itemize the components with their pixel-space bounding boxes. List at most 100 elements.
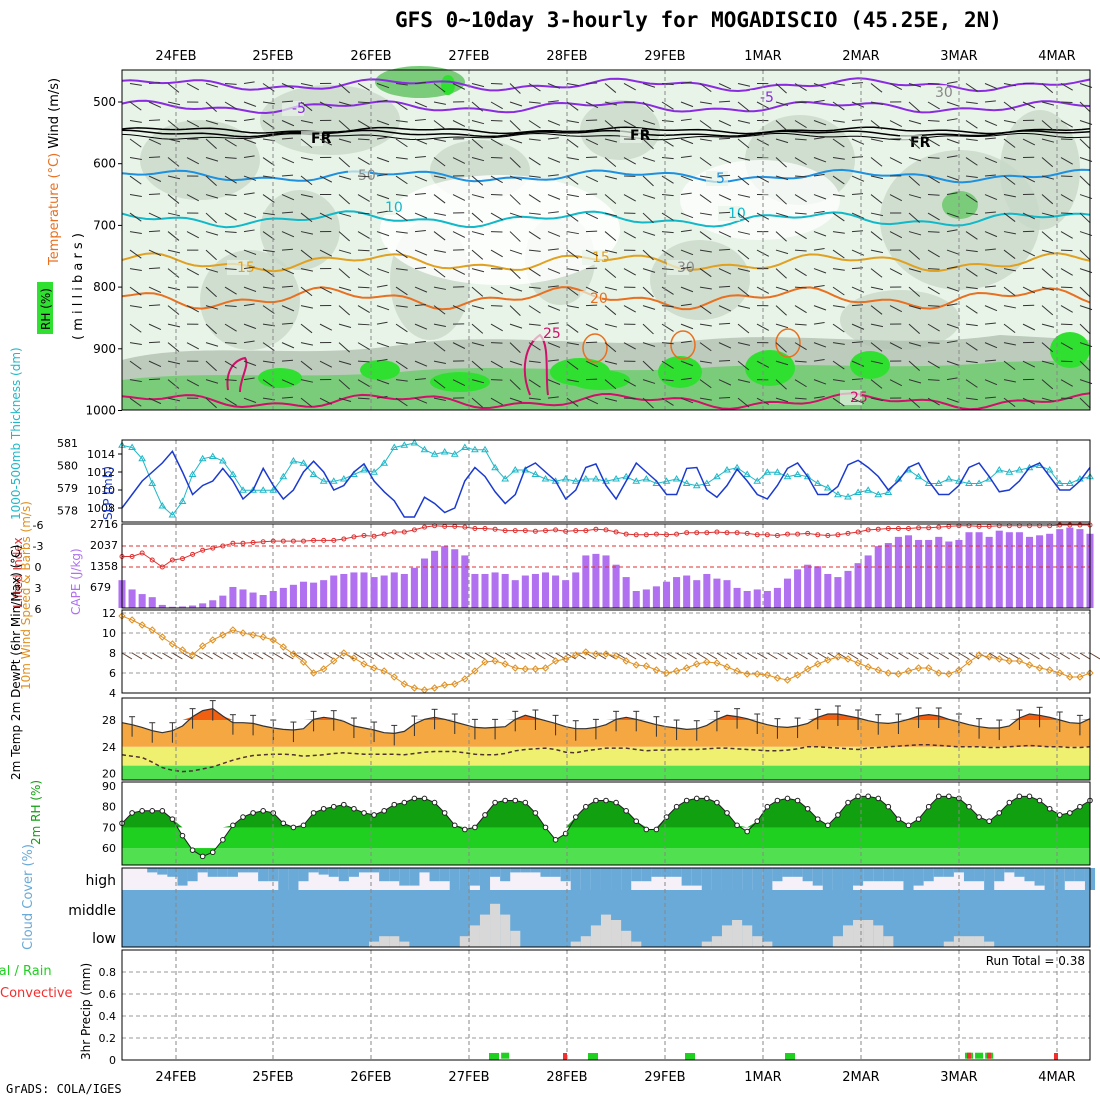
high-cloud-bar bbox=[994, 868, 1005, 882]
low-cloud-bar bbox=[732, 920, 743, 947]
wind-barb bbox=[433, 323, 446, 327]
high-cloud-bar bbox=[1034, 868, 1045, 886]
wind-barb bbox=[946, 397, 960, 403]
wind-speed-marker bbox=[410, 684, 419, 692]
wind-barb bbox=[699, 379, 712, 389]
rh-marker bbox=[572, 814, 579, 820]
cape-bar bbox=[642, 589, 650, 608]
wind-speed-marker bbox=[360, 660, 368, 668]
rh-tick: 70 bbox=[102, 821, 116, 834]
lifted-index-marker bbox=[603, 527, 609, 533]
wind-barb bbox=[319, 249, 333, 257]
wind-barb bbox=[319, 323, 333, 331]
lifted-index-marker bbox=[361, 533, 367, 538]
high-cloud-bar bbox=[429, 868, 440, 882]
wind-barb bbox=[414, 286, 428, 293]
thickness-marker bbox=[813, 479, 822, 486]
wind-barb bbox=[718, 83, 732, 90]
high-cloud-bar bbox=[711, 868, 722, 890]
cape-bar bbox=[652, 586, 660, 608]
lifted-index-marker bbox=[795, 531, 801, 537]
wind-barb bbox=[148, 304, 161, 307]
high-cloud-bar bbox=[822, 868, 833, 890]
wind-barb-10m bbox=[767, 652, 778, 660]
wind-barb bbox=[509, 83, 521, 94]
thickness-marker bbox=[672, 475, 681, 482]
rh-marker bbox=[976, 814, 982, 820]
wind-barb-10m bbox=[393, 652, 405, 660]
wind-speed-marker bbox=[1056, 669, 1064, 677]
wind-barb bbox=[490, 323, 503, 332]
wind-barb bbox=[623, 379, 636, 387]
thickness-marker bbox=[854, 488, 862, 495]
wind-barb-10m bbox=[686, 652, 697, 660]
wind-barb bbox=[471, 175, 484, 186]
wind-barb bbox=[471, 138, 484, 149]
pressure-label: 1000 bbox=[85, 404, 116, 418]
wind-barb bbox=[832, 101, 845, 111]
wind-speed-line bbox=[121, 615, 1091, 691]
wind-barb bbox=[585, 175, 599, 183]
thickness-marker bbox=[168, 511, 177, 518]
wind-barb bbox=[433, 249, 446, 253]
wind-barb bbox=[813, 210, 825, 214]
lifted-index-marker bbox=[835, 532, 841, 538]
wind-barb bbox=[623, 194, 636, 202]
wind-barb bbox=[813, 99, 825, 103]
wind-barb-10m bbox=[474, 652, 486, 660]
wind-barb bbox=[167, 120, 180, 130]
temperature-contour bbox=[121, 392, 1091, 411]
wind-barb-10m bbox=[313, 652, 324, 660]
wind-barb bbox=[300, 286, 313, 297]
wind-barb bbox=[775, 379, 787, 390]
wind-barb bbox=[623, 120, 636, 128]
wind-barb bbox=[851, 286, 865, 293]
wind-barb bbox=[167, 101, 181, 106]
date-label-bottom: 25FEB bbox=[252, 1070, 293, 1085]
wind-barb bbox=[832, 231, 845, 234]
wind-barb bbox=[452, 379, 466, 386]
wind-barb bbox=[1022, 175, 1036, 183]
wind-barb bbox=[300, 101, 313, 112]
date-label-bottom: 3MAR bbox=[940, 1070, 977, 1085]
wind-barb-10m bbox=[857, 652, 869, 660]
li-tick: -3 bbox=[33, 540, 44, 553]
wind-barb bbox=[300, 268, 314, 272]
cape-bar bbox=[713, 578, 721, 608]
wind-speed-marker bbox=[501, 660, 509, 668]
wind-barb bbox=[357, 379, 370, 387]
wind-barb bbox=[984, 285, 996, 288]
date-label-bottom: 1MAR bbox=[744, 1070, 781, 1085]
wind-speed-marker bbox=[642, 662, 651, 670]
wind-barb bbox=[566, 82, 579, 87]
cape-bar bbox=[592, 553, 600, 608]
thickness-marker bbox=[269, 486, 278, 493]
wind-barb bbox=[604, 249, 618, 254]
wind-barb bbox=[832, 268, 845, 271]
li-ylabel: Lifted Index bbox=[11, 537, 25, 608]
rh-marker bbox=[1026, 793, 1033, 800]
wind-barb bbox=[794, 101, 807, 104]
slp-frame bbox=[121, 439, 1091, 523]
date-label-bottom: 28FEB bbox=[546, 1070, 587, 1085]
wind-barb bbox=[186, 120, 200, 128]
wind-barb bbox=[205, 268, 219, 273]
wind-barb-10m bbox=[1029, 652, 1040, 660]
wind-barb bbox=[509, 379, 521, 391]
wind-speed-marker bbox=[229, 626, 237, 634]
wind-barb-10m bbox=[635, 652, 647, 660]
wind-barb bbox=[205, 231, 219, 236]
low-cloud-bar bbox=[863, 920, 874, 947]
wind-barb bbox=[718, 342, 732, 349]
high-cloud-bar bbox=[399, 868, 410, 886]
wind-barb bbox=[566, 231, 579, 235]
thickness-marker bbox=[279, 472, 288, 480]
date-label-bottom: 26FEB bbox=[350, 1070, 391, 1085]
wind-barb bbox=[908, 231, 922, 236]
rh-marker bbox=[683, 797, 690, 804]
wind-barb bbox=[927, 305, 940, 307]
wind-barb bbox=[148, 156, 161, 159]
wind-barb bbox=[965, 194, 978, 203]
wind-speed-marker bbox=[269, 636, 277, 644]
wind-barb bbox=[813, 136, 825, 140]
